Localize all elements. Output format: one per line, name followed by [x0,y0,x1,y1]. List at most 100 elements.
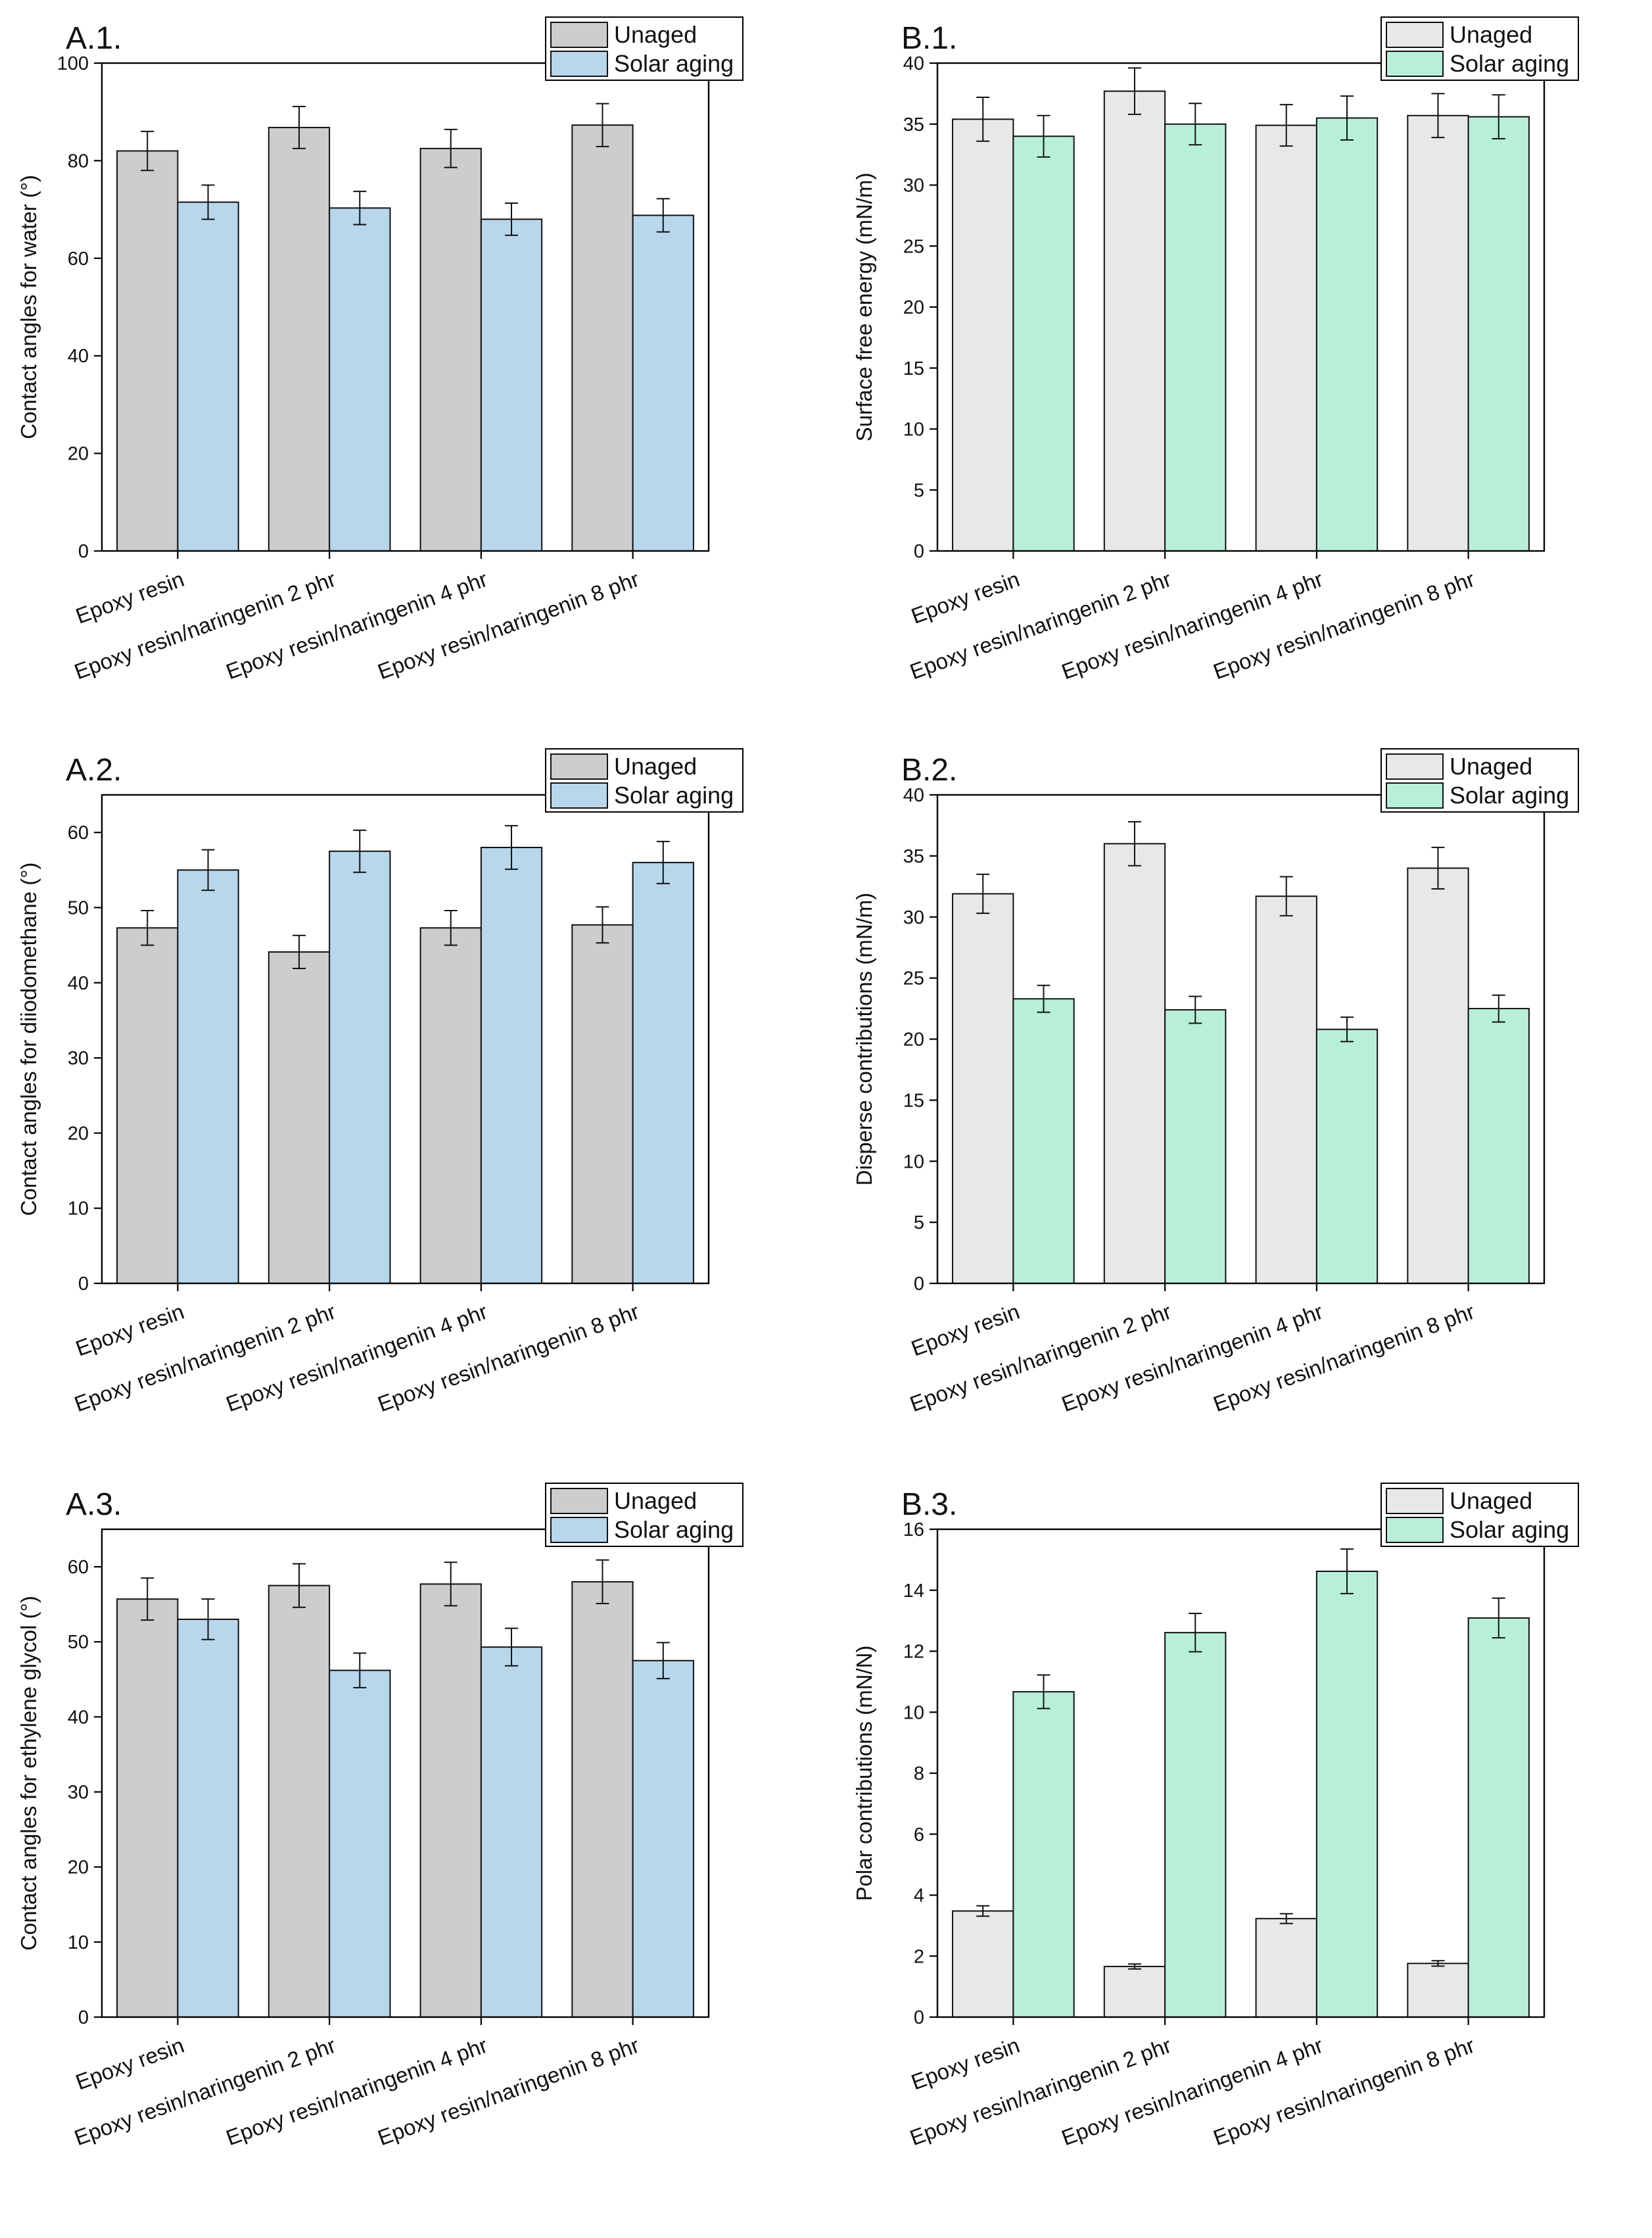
bar-unaged [571,1581,634,2018]
legend-label: Unaged [1450,1487,1532,1514]
bar-unaged [952,118,1014,552]
y-axis-label: Contact angles for water (°) [16,175,41,439]
category-label: Epoxy resin/naringenin 2 phr [907,2033,1174,2150]
category-label: Epoxy resin/naringenin 8 phr [1210,567,1478,684]
category-label: Epoxy resin [908,1299,1023,1361]
plot-frame [101,1528,710,2018]
bar-solar-aging [480,1646,543,2018]
y-tick-label: 12 [903,1642,924,1663]
bar-solar-aging [1315,117,1379,552]
chart-a3: A.3. Contact angles for ethylene glycol (… [16,1483,743,2150]
legend-swatch-solar-aging [1386,1517,1444,1543]
bar-solar-aging [177,1618,239,2018]
y-tick-label: 40 [903,785,924,806]
plot-frame [936,794,1546,1285]
bar-unaged [268,126,331,552]
legend-swatch-solar-aging [550,1517,608,1543]
plot-frame [936,62,1546,552]
legend-swatch-unaged [1386,753,1444,780]
legend-swatch-solar-aging [1386,782,1444,809]
bar-solar-aging [632,214,694,552]
bar-solar-aging [1164,123,1227,552]
y-tick-label: 50 [68,1632,89,1653]
y-tick-label: 0 [78,2007,89,2028]
y-tick-label: 10 [68,1199,89,1220]
y-tick-label: 10 [903,1702,924,1723]
panel-label: B.3. [901,1487,957,1522]
y-tick-label: 2 [914,1946,924,1967]
bar-unaged [952,1910,1014,2018]
bar-solar-aging [329,850,391,1284]
bar-unaged [571,924,634,1284]
y-tick-label: 15 [903,1090,924,1111]
bar-unaged [952,893,1014,1284]
category-label: Epoxy resin/naringenin 2 phr [71,2033,339,2150]
bar-solar-aging [1012,135,1075,552]
legend-label: Solar aging [614,1516,734,1543]
bar-unaged [1255,895,1317,1284]
y-tick-label: 4 [914,1886,924,1907]
category-label: Epoxy resin/naringenin 8 phr [1210,2033,1478,2150]
y-tick-label: 35 [903,846,924,867]
plot-frame [936,1528,1546,2018]
category-label: Epoxy resin [908,567,1023,629]
y-tick-label: 60 [68,1557,89,1578]
bar-unaged [1255,1918,1317,2018]
y-tick-label: 35 [903,114,924,135]
legend-label: Unaged [614,1487,697,1514]
bar-solar-aging [177,869,239,1285]
y-tick-label: 16 [903,1519,924,1540]
panel-label: A.1. [66,21,122,56]
y-tick-label: 14 [903,1581,924,1602]
bar-solar-aging [1467,1008,1530,1284]
bar-solar-aging [177,201,239,552]
bar-unaged [419,147,482,552]
legend-label: Unaged [1450,753,1532,780]
y-tick-label: 6 [914,1824,924,1845]
y-tick-label: 5 [914,1212,924,1233]
bar-solar-aging [632,861,694,1284]
y-axis-label: Polar contributions (mN/N) [852,1646,876,1901]
bar-unaged [268,1584,331,2018]
category-label: Epoxy resin/naringenin 4 phr [223,567,490,684]
plot-frame [101,62,710,552]
bar-solar-aging [480,847,543,1284]
y-tick-label: 20 [68,1857,89,1878]
y-tick-label: 20 [903,1030,924,1051]
y-tick-label: 10 [903,419,924,440]
y-tick-label: 30 [903,176,924,197]
legend-swatch-unaged [550,753,608,780]
bar-solar-aging [329,1669,391,2018]
category-label: Epoxy resin [72,2033,187,2095]
y-tick-label: 100 [57,53,89,74]
y-tick-label: 30 [68,1048,89,1069]
bar-solar-aging [1467,116,1530,552]
legend-label: Solar aging [1450,1516,1569,1543]
y-tick-label: 40 [68,1707,89,1728]
panel-label: A.3. [66,1487,122,1522]
bar-unaged [1255,124,1317,552]
bar-unaged [116,150,179,552]
bar-unaged [1103,843,1166,1285]
legend-swatch-unaged [1386,1488,1444,1514]
bar-unaged [419,927,482,1284]
bar-solar-aging [1315,1570,1379,2018]
y-tick-label: 60 [68,822,89,844]
bar-solar-aging [1315,1028,1379,1284]
y-tick-label: 0 [78,541,89,562]
category-label: Epoxy resin/naringenin 2 phr [71,567,339,684]
legend-label: Unaged [614,753,697,780]
category-label: Epoxy resin/naringenin 4 phr [1058,1299,1326,1416]
bar-unaged [116,927,179,1284]
y-tick-label: 0 [914,1274,924,1295]
legend-swatch-unaged [550,22,608,48]
legend-label: Solar aging [614,782,734,809]
legend-swatch-unaged [550,1488,608,1514]
bar-unaged [571,124,634,552]
y-tick-label: 30 [68,1782,89,1803]
y-tick-label: 40 [68,346,89,367]
y-tick-label: 25 [903,968,924,989]
category-label: Epoxy resin/naringenin 4 phr [1058,567,1326,684]
category-label: Epoxy resin [72,1299,187,1361]
